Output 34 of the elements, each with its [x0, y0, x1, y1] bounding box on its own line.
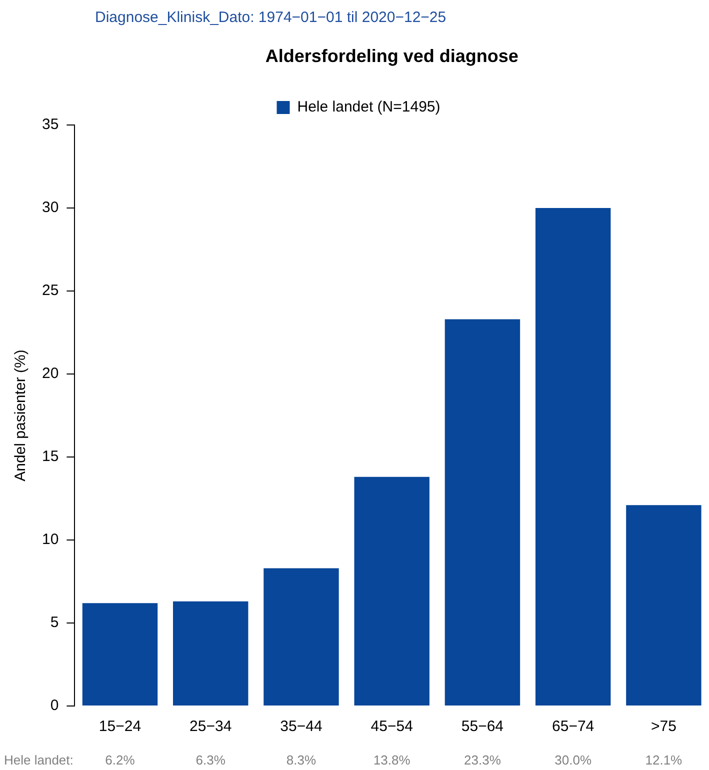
bar: [626, 505, 702, 706]
x-tick-label: 55−64: [461, 718, 504, 736]
chart-title: Aldersfordeling ved diagnose: [265, 46, 518, 66]
x-tick-label: >75: [650, 718, 676, 736]
x-tick-label: 25−34: [190, 718, 232, 736]
data-label: 12.1%: [645, 752, 683, 768]
bar: [354, 476, 430, 706]
bar: [264, 568, 339, 706]
data-label: 8.3%: [286, 752, 316, 768]
y-axis-title: Andel pasienter (%): [12, 350, 30, 482]
y-tick-label: 30: [42, 199, 59, 216]
bar: [444, 319, 520, 706]
x-tick-label: 35−44: [280, 718, 322, 736]
legend-label: Hele landet (N=1495): [297, 98, 440, 116]
text: Hele landet:: [4, 752, 74, 768]
bar: [82, 603, 158, 706]
x-tick-label: 45−54: [370, 718, 413, 736]
bar: [173, 601, 248, 706]
y-tick-label: 20: [42, 365, 59, 382]
y-tick-label: 15: [42, 448, 59, 466]
data-label: 23.3%: [464, 752, 502, 768]
data-label: 30.0%: [554, 752, 592, 768]
x-tick-label: 15−24: [98, 718, 142, 736]
y-tick-label: 10: [42, 531, 59, 548]
data-label: 6.2%: [105, 752, 136, 768]
y-tick-label: 5: [50, 614, 59, 632]
bar: [535, 208, 611, 706]
y-tick-label: 35: [42, 116, 59, 134]
data-label: 6.3%: [196, 752, 226, 768]
y-tick-label: 0: [50, 697, 59, 714]
x-tick-label: 65−74: [552, 718, 594, 736]
data-label: 13.8%: [373, 752, 411, 768]
chart-subtitle: Diagnose_Klinisk_Dato: 1974−01−01 til 2020−12−25: [95, 9, 446, 26]
y-tick-label: 25: [42, 282, 59, 300]
